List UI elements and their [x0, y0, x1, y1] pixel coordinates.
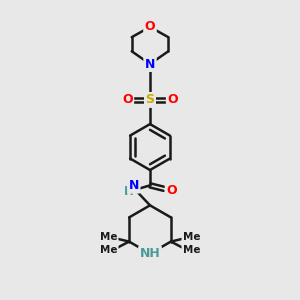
Text: Me: Me: [183, 244, 200, 254]
Text: S: S: [146, 93, 154, 106]
Text: N: N: [129, 179, 139, 192]
Text: H: H: [124, 185, 134, 198]
Text: N: N: [145, 58, 155, 70]
Text: NH: NH: [140, 247, 160, 260]
Text: Me: Me: [100, 244, 117, 254]
Text: Me: Me: [183, 232, 200, 242]
Text: O: O: [122, 93, 133, 106]
Text: O: O: [166, 184, 177, 197]
Text: O: O: [145, 20, 155, 33]
Text: O: O: [167, 93, 178, 106]
Text: Me: Me: [100, 232, 117, 242]
